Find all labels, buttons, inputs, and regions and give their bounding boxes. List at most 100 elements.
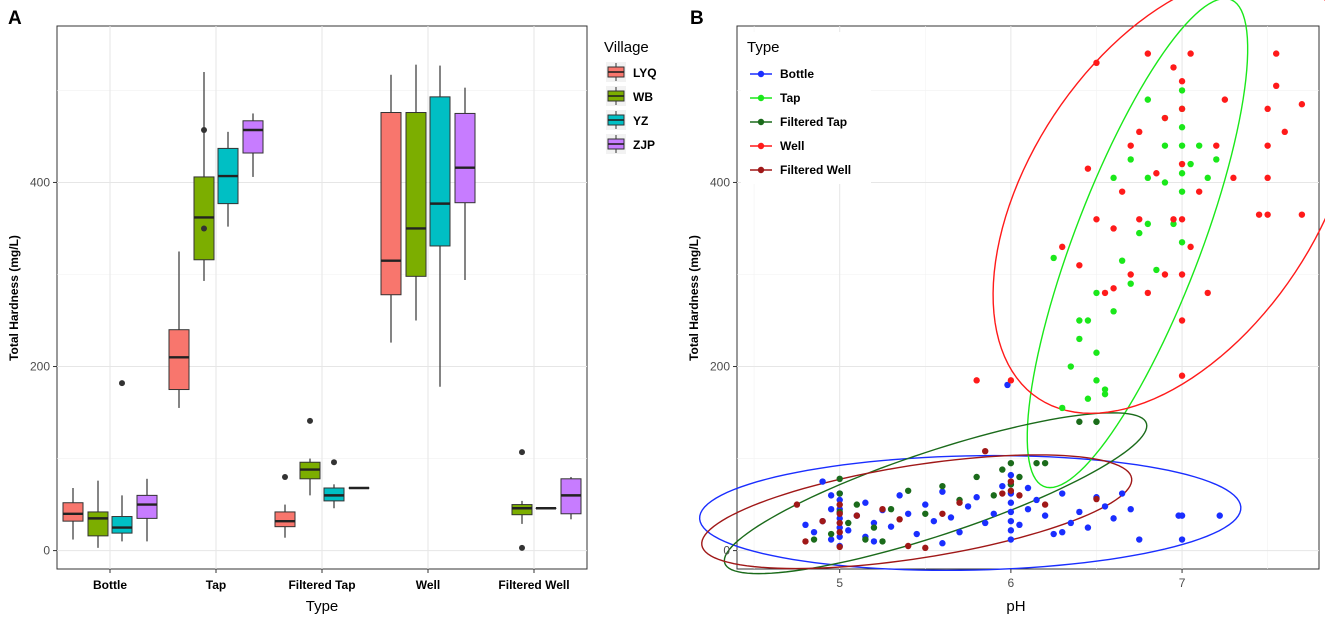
point-well bbox=[1264, 211, 1271, 218]
point-well bbox=[1273, 50, 1280, 57]
panel-b-scatter: 0 200 400 5 6 7 pH Total Hardness (mg/L) Typ… bbox=[687, 0, 1325, 615]
box-well-wb bbox=[405, 64, 427, 321]
point-bottle bbox=[947, 514, 955, 521]
box-well-lyq bbox=[380, 74, 402, 343]
box-rect bbox=[274, 511, 296, 528]
legend-label: Well bbox=[780, 139, 804, 153]
point-bottle bbox=[827, 505, 835, 513]
point-well bbox=[1221, 96, 1229, 103]
point-tap bbox=[1067, 363, 1074, 370]
point-tap bbox=[1170, 220, 1177, 228]
point-tap bbox=[1161, 179, 1169, 186]
point-filtered-well bbox=[802, 538, 809, 545]
point-tap bbox=[1093, 349, 1100, 356]
point-bottle bbox=[1101, 503, 1109, 510]
point-bottle bbox=[862, 499, 869, 506]
panel-b-label: B bbox=[690, 8, 704, 29]
point-bottle bbox=[810, 528, 818, 536]
y-tick-label: 200 bbox=[30, 360, 50, 374]
legend-label: ZJP bbox=[633, 138, 655, 152]
ellipse-well bbox=[992, 0, 1325, 415]
point-filtered-tap bbox=[1033, 459, 1040, 467]
point-well bbox=[1281, 128, 1288, 136]
point-well bbox=[1178, 271, 1186, 278]
point-bottle bbox=[1216, 512, 1223, 519]
point-well bbox=[1187, 50, 1194, 57]
point-bottle bbox=[1110, 515, 1117, 522]
point-filtered-tap bbox=[973, 473, 980, 481]
point-well bbox=[1264, 105, 1271, 113]
point-filtered-tap bbox=[827, 530, 835, 538]
outlier-point bbox=[201, 126, 207, 133]
point-well bbox=[1093, 59, 1100, 67]
box-rect bbox=[405, 112, 427, 277]
outlier-point bbox=[307, 417, 313, 424]
point-well bbox=[1153, 170, 1160, 177]
legend-label: LYQ bbox=[633, 66, 657, 80]
point-well bbox=[1298, 101, 1306, 108]
point-tap bbox=[1110, 174, 1117, 182]
box-tap-lyq bbox=[168, 251, 190, 408]
point-filtered-well bbox=[836, 501, 843, 508]
point-filtered-tap bbox=[922, 510, 929, 517]
point-bottle bbox=[1136, 536, 1143, 543]
point-filtered-tap bbox=[939, 482, 946, 490]
x-tick-label: Filtered Tap bbox=[288, 578, 355, 592]
point-tap bbox=[1059, 404, 1066, 412]
point-tap bbox=[1076, 317, 1083, 324]
point-filtered-well bbox=[956, 499, 963, 506]
point-well bbox=[1178, 105, 1186, 113]
box-rect bbox=[62, 502, 84, 522]
point-bottle bbox=[827, 492, 835, 499]
legend-label: YZ bbox=[633, 114, 648, 128]
box-bottle-yz bbox=[111, 380, 133, 542]
point-bottle bbox=[836, 496, 843, 504]
panel-a-boxplot: 0 200 400 Bottle Tap Filtered Tap Well Filtere… bbox=[7, 25, 657, 615]
point-bottle bbox=[964, 503, 972, 510]
point-well bbox=[1093, 216, 1100, 223]
point-bottle bbox=[845, 527, 852, 534]
point-bottle bbox=[982, 519, 989, 527]
point-tap bbox=[1178, 124, 1186, 131]
point-bottle bbox=[922, 501, 929, 508]
point-filtered-well bbox=[836, 528, 843, 536]
point-well bbox=[973, 377, 980, 384]
legend-item-filtered-tap: Filtered Tap bbox=[750, 115, 847, 129]
point-well bbox=[1298, 211, 1306, 218]
point-bottle bbox=[1178, 512, 1186, 519]
panel-a-legend-title: Village bbox=[604, 39, 649, 56]
legend-label: Bottle bbox=[780, 67, 814, 81]
point-tap bbox=[1178, 188, 1186, 195]
point-well bbox=[1161, 271, 1169, 278]
legend-item-wb: WB bbox=[606, 86, 653, 106]
point-tap bbox=[1153, 266, 1160, 274]
point-bottle bbox=[904, 510, 912, 517]
box-rect bbox=[380, 112, 402, 296]
box-rect bbox=[111, 516, 133, 534]
panel-b-ellipses bbox=[698, 0, 1325, 575]
point-filtered-well bbox=[1093, 495, 1100, 503]
point-bottle bbox=[990, 510, 997, 517]
point-filtered-well bbox=[836, 510, 843, 517]
legend-item-bottle: Bottle bbox=[750, 67, 814, 81]
point-well bbox=[1178, 372, 1186, 379]
outlier-point bbox=[331, 459, 337, 466]
point-bottle bbox=[1007, 499, 1015, 506]
point-bottle bbox=[1007, 471, 1015, 479]
point-well bbox=[1170, 64, 1177, 71]
outlier-point bbox=[282, 473, 288, 480]
point-well bbox=[1101, 289, 1109, 297]
point-well bbox=[1127, 271, 1134, 278]
legend-key-point bbox=[757, 142, 765, 150]
point-tap bbox=[1084, 395, 1092, 402]
y-tick-label: 0 bbox=[723, 544, 730, 558]
point-bottle bbox=[819, 478, 826, 485]
panel-b-points bbox=[793, 50, 1306, 552]
box-bottle-wb bbox=[87, 480, 109, 548]
point-tap bbox=[1144, 220, 1152, 228]
box-rect bbox=[87, 511, 109, 537]
point-bottle bbox=[896, 492, 903, 499]
point-bottle bbox=[973, 494, 980, 501]
point-tap bbox=[1178, 87, 1186, 94]
legend-item-tap: Tap bbox=[750, 91, 800, 105]
